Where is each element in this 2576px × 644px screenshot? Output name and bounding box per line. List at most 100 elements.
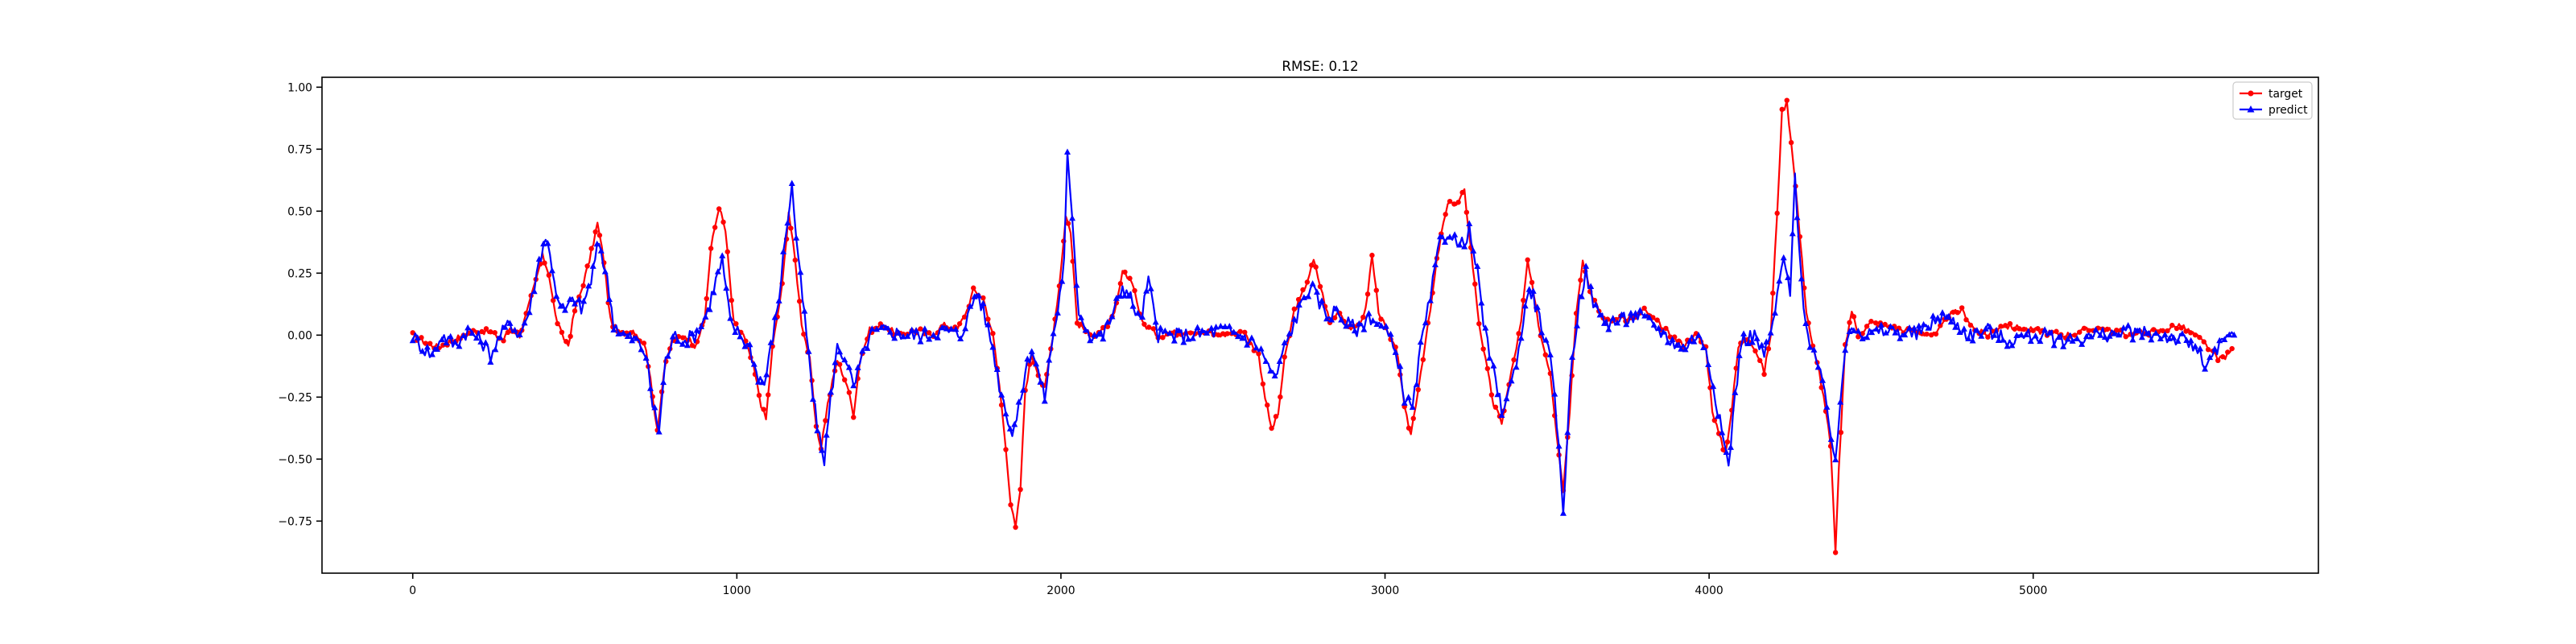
point-predict: [2079, 341, 2086, 347]
x-tick-label: 5000: [2019, 584, 2047, 597]
point-target: [1026, 361, 1033, 367]
point-predict: [1748, 339, 1756, 345]
point-predict: [698, 323, 705, 329]
point-predict: [1995, 336, 2002, 343]
point-target: [716, 206, 722, 212]
point-target: [1008, 502, 1013, 508]
point-predict: [1203, 329, 1211, 336]
point-predict: [962, 324, 969, 332]
point-predict: [1217, 322, 1224, 329]
point-target: [2197, 334, 2202, 341]
point-target: [788, 225, 794, 231]
point-predict: [2124, 321, 2132, 328]
point-target: [743, 338, 749, 344]
point-predict: [1494, 390, 1501, 398]
point-predict: [2013, 332, 2021, 338]
point-predict: [2111, 330, 2118, 336]
point-target: [841, 377, 848, 383]
point-target: [542, 260, 547, 266]
point-target: [1963, 317, 1969, 323]
point-predict: [464, 324, 472, 331]
point-target: [2215, 357, 2221, 364]
point-target: [1864, 324, 1870, 329]
point-target: [1480, 346, 1486, 352]
point-predict: [2074, 335, 2081, 341]
point-predict: [638, 345, 645, 353]
point-target: [1313, 264, 1319, 270]
point-predict: [1546, 351, 1554, 357]
point-predict: [741, 343, 749, 349]
point-target: [2160, 328, 2165, 334]
point-predict: [1221, 323, 1228, 330]
point-predict: [1157, 324, 1164, 331]
point-target: [1463, 209, 1470, 215]
point-target: [801, 331, 807, 337]
point-target: [555, 320, 560, 327]
point-target: [1711, 417, 1718, 423]
point-target: [488, 329, 493, 335]
point-predict: [1482, 324, 1489, 331]
point-target: [1985, 334, 1991, 340]
point-predict: [2221, 336, 2228, 343]
point-predict: [1623, 320, 1630, 328]
point-target: [1967, 322, 1974, 328]
point-target: [1774, 210, 1780, 217]
point-predict: [1637, 307, 1644, 313]
point-target: [2012, 326, 2017, 332]
point-predict: [1382, 323, 1389, 329]
point-predict: [655, 428, 663, 435]
point-predict: [2197, 345, 2204, 352]
point-predict: [1897, 335, 1904, 341]
point-predict: [2226, 331, 2233, 338]
point-target: [1295, 296, 1302, 303]
point-target: [1132, 287, 1137, 294]
point-predict: [1313, 288, 1320, 295]
point-predict: [1189, 335, 1196, 341]
point-predict: [642, 354, 650, 361]
point-predict: [775, 297, 782, 303]
point-predict: [535, 255, 543, 262]
point-predict: [714, 268, 721, 275]
point-target: [1676, 338, 1682, 344]
point-target: [1364, 291, 1371, 297]
point-predict: [917, 338, 924, 345]
point-target: [427, 341, 433, 346]
point-predict: [1087, 336, 1094, 344]
point-predict: [1413, 381, 1420, 387]
point-predict: [1690, 338, 1698, 345]
point-predict: [1015, 398, 1022, 405]
point-target: [1770, 290, 1776, 296]
point-predict: [2064, 335, 2071, 342]
point-target: [708, 246, 714, 251]
point-predict: [1740, 330, 1748, 336]
point-predict: [1295, 301, 1302, 308]
point-predict: [2022, 331, 2029, 337]
point-target: [564, 339, 569, 345]
point-predict: [1319, 297, 1326, 303]
point-predict: [1063, 148, 1071, 155]
point-predict: [1082, 326, 1089, 333]
point-predict: [544, 240, 551, 246]
point-target: [1104, 324, 1111, 329]
point-predict: [975, 291, 982, 299]
point-predict: [1987, 323, 1994, 330]
point-predict: [664, 353, 671, 359]
point-predict: [1442, 238, 1448, 246]
point-target: [1127, 275, 1133, 281]
point-target: [1141, 321, 1147, 327]
plot-frame: [321, 76, 2319, 574]
point-target: [1447, 198, 1453, 204]
x-tick-label: 4000: [1695, 584, 1723, 597]
x-tick-label: 0: [409, 584, 416, 597]
point-predict: [409, 336, 416, 344]
point-predict: [2161, 331, 2169, 337]
point-predict: [1470, 247, 1477, 254]
point-target: [2174, 325, 2180, 332]
point-target: [1150, 326, 1157, 332]
point-predict: [1235, 332, 1242, 340]
point-target: [1511, 357, 1517, 363]
axes: 0 1000 2000 3000 4000 5000 −0.75 −0.50 −0.25 0.00…: [278, 76, 2319, 597]
y-tick-label: 0.25: [287, 267, 312, 280]
point-predict: [521, 319, 528, 326]
